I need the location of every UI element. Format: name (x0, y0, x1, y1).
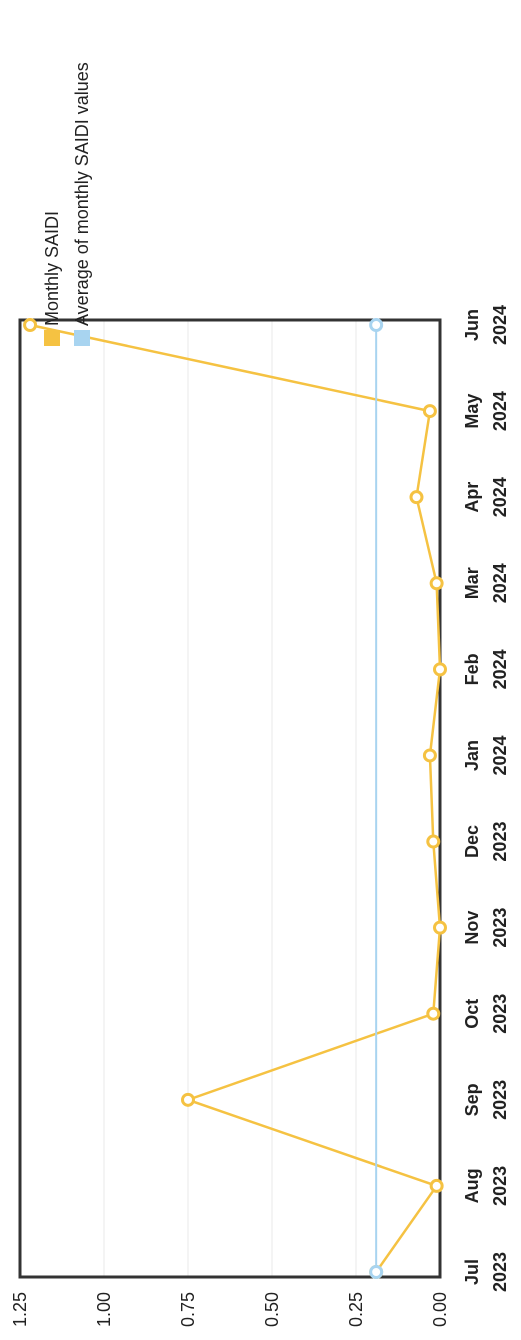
data-point (369, 318, 384, 332)
series-average-saidi (369, 318, 384, 1279)
x-tick-month: Dec (462, 825, 482, 858)
data-point (409, 490, 424, 505)
x-tick-month: May (462, 394, 482, 429)
x-tick-year: 2023 (490, 822, 510, 862)
data-point (23, 318, 38, 332)
series-line (29, 323, 442, 1273)
x-tick-year: 2024 (490, 477, 510, 517)
x-tick-year: 2023 (490, 1080, 510, 1120)
legend-item: Average of monthly SAIDI values (72, 62, 92, 346)
series-layer (23, 318, 447, 1279)
x-tick-year: 2023 (490, 1252, 510, 1292)
x-axis-ticks: Jul 2023 Aug 2023 Sep 2023 Oct 2023 Nov 2023 Dec 20… (462, 305, 510, 1292)
x-tick-month: Sep (462, 1083, 482, 1116)
data-point (426, 1006, 441, 1021)
x-tick-label: Sep 2023 (462, 1080, 510, 1120)
plot-frame (18, 318, 442, 1279)
data-point (422, 404, 437, 419)
data-point (433, 920, 447, 935)
x-tick-label: Jul 2023 (462, 1252, 510, 1292)
series-monthly-saidi (23, 318, 447, 1279)
y-tick-label: 0.00 (430, 1292, 450, 1327)
y-tick-label: 0.75 (178, 1292, 198, 1327)
x-tick-month: Oct (462, 999, 482, 1029)
x-tick-label: May 2024 (462, 391, 510, 431)
legend: Monthly SAIDI Average of monthly SAIDI va… (42, 62, 92, 346)
x-tick-year: 2024 (490, 649, 510, 689)
data-point (422, 748, 437, 763)
x-tick-year: 2023 (490, 994, 510, 1034)
x-tick-label: Feb 2024 (462, 649, 510, 689)
data-point (433, 662, 447, 677)
x-tick-month: Nov (462, 911, 482, 945)
x-tick-month: Jul (462, 1259, 482, 1285)
x-tick-year: 2024 (490, 391, 510, 431)
x-tick-label: Jun 2024 (462, 305, 510, 345)
x-tick-month: Feb (462, 653, 482, 685)
x-tick-label: Dec 2023 (462, 822, 510, 862)
x-tick-year: 2024 (490, 735, 510, 775)
y-tick-label: 0.25 (346, 1292, 366, 1327)
data-point (429, 576, 444, 591)
x-tick-label: Aug 2023 (462, 1166, 510, 1206)
x-tick-month: Aug (462, 1168, 482, 1203)
x-tick-label: Mar 2024 (462, 563, 510, 603)
x-tick-month: Mar (462, 567, 482, 599)
legend-label: Average of monthly SAIDI values (72, 62, 92, 326)
y-tick-label: 1.25 (10, 1292, 30, 1327)
legend-label: Monthly SAIDI (42, 211, 62, 326)
data-point (369, 1265, 384, 1279)
x-tick-year: 2024 (490, 563, 510, 603)
legend-swatch (74, 330, 90, 346)
legend-swatch (44, 330, 60, 346)
x-tick-month: Jan (462, 740, 482, 771)
x-tick-month: Apr (462, 482, 482, 513)
data-point (181, 1092, 195, 1107)
data-point (426, 834, 441, 849)
x-tick-year: 2023 (490, 908, 510, 948)
x-tick-year: 2023 (490, 1166, 510, 1206)
y-tick-label: 0.50 (262, 1292, 282, 1327)
x-tick-month: Jun (462, 309, 482, 341)
x-tick-year: 2024 (490, 305, 510, 345)
legend-item: Monthly SAIDI (42, 211, 62, 346)
x-tick-label: Apr 2024 (462, 477, 510, 517)
grid-lines (103, 320, 357, 1277)
y-axis-ticks: 0.00 0.25 0.50 0.75 1.00 1.25 (10, 1292, 450, 1327)
x-tick-label: Oct 2023 (462, 994, 510, 1034)
x-tick-label: Jan 2024 (462, 735, 510, 775)
data-point (429, 1178, 444, 1193)
y-tick-label: 1.00 (94, 1292, 114, 1327)
x-tick-label: Nov 2023 (462, 908, 510, 948)
